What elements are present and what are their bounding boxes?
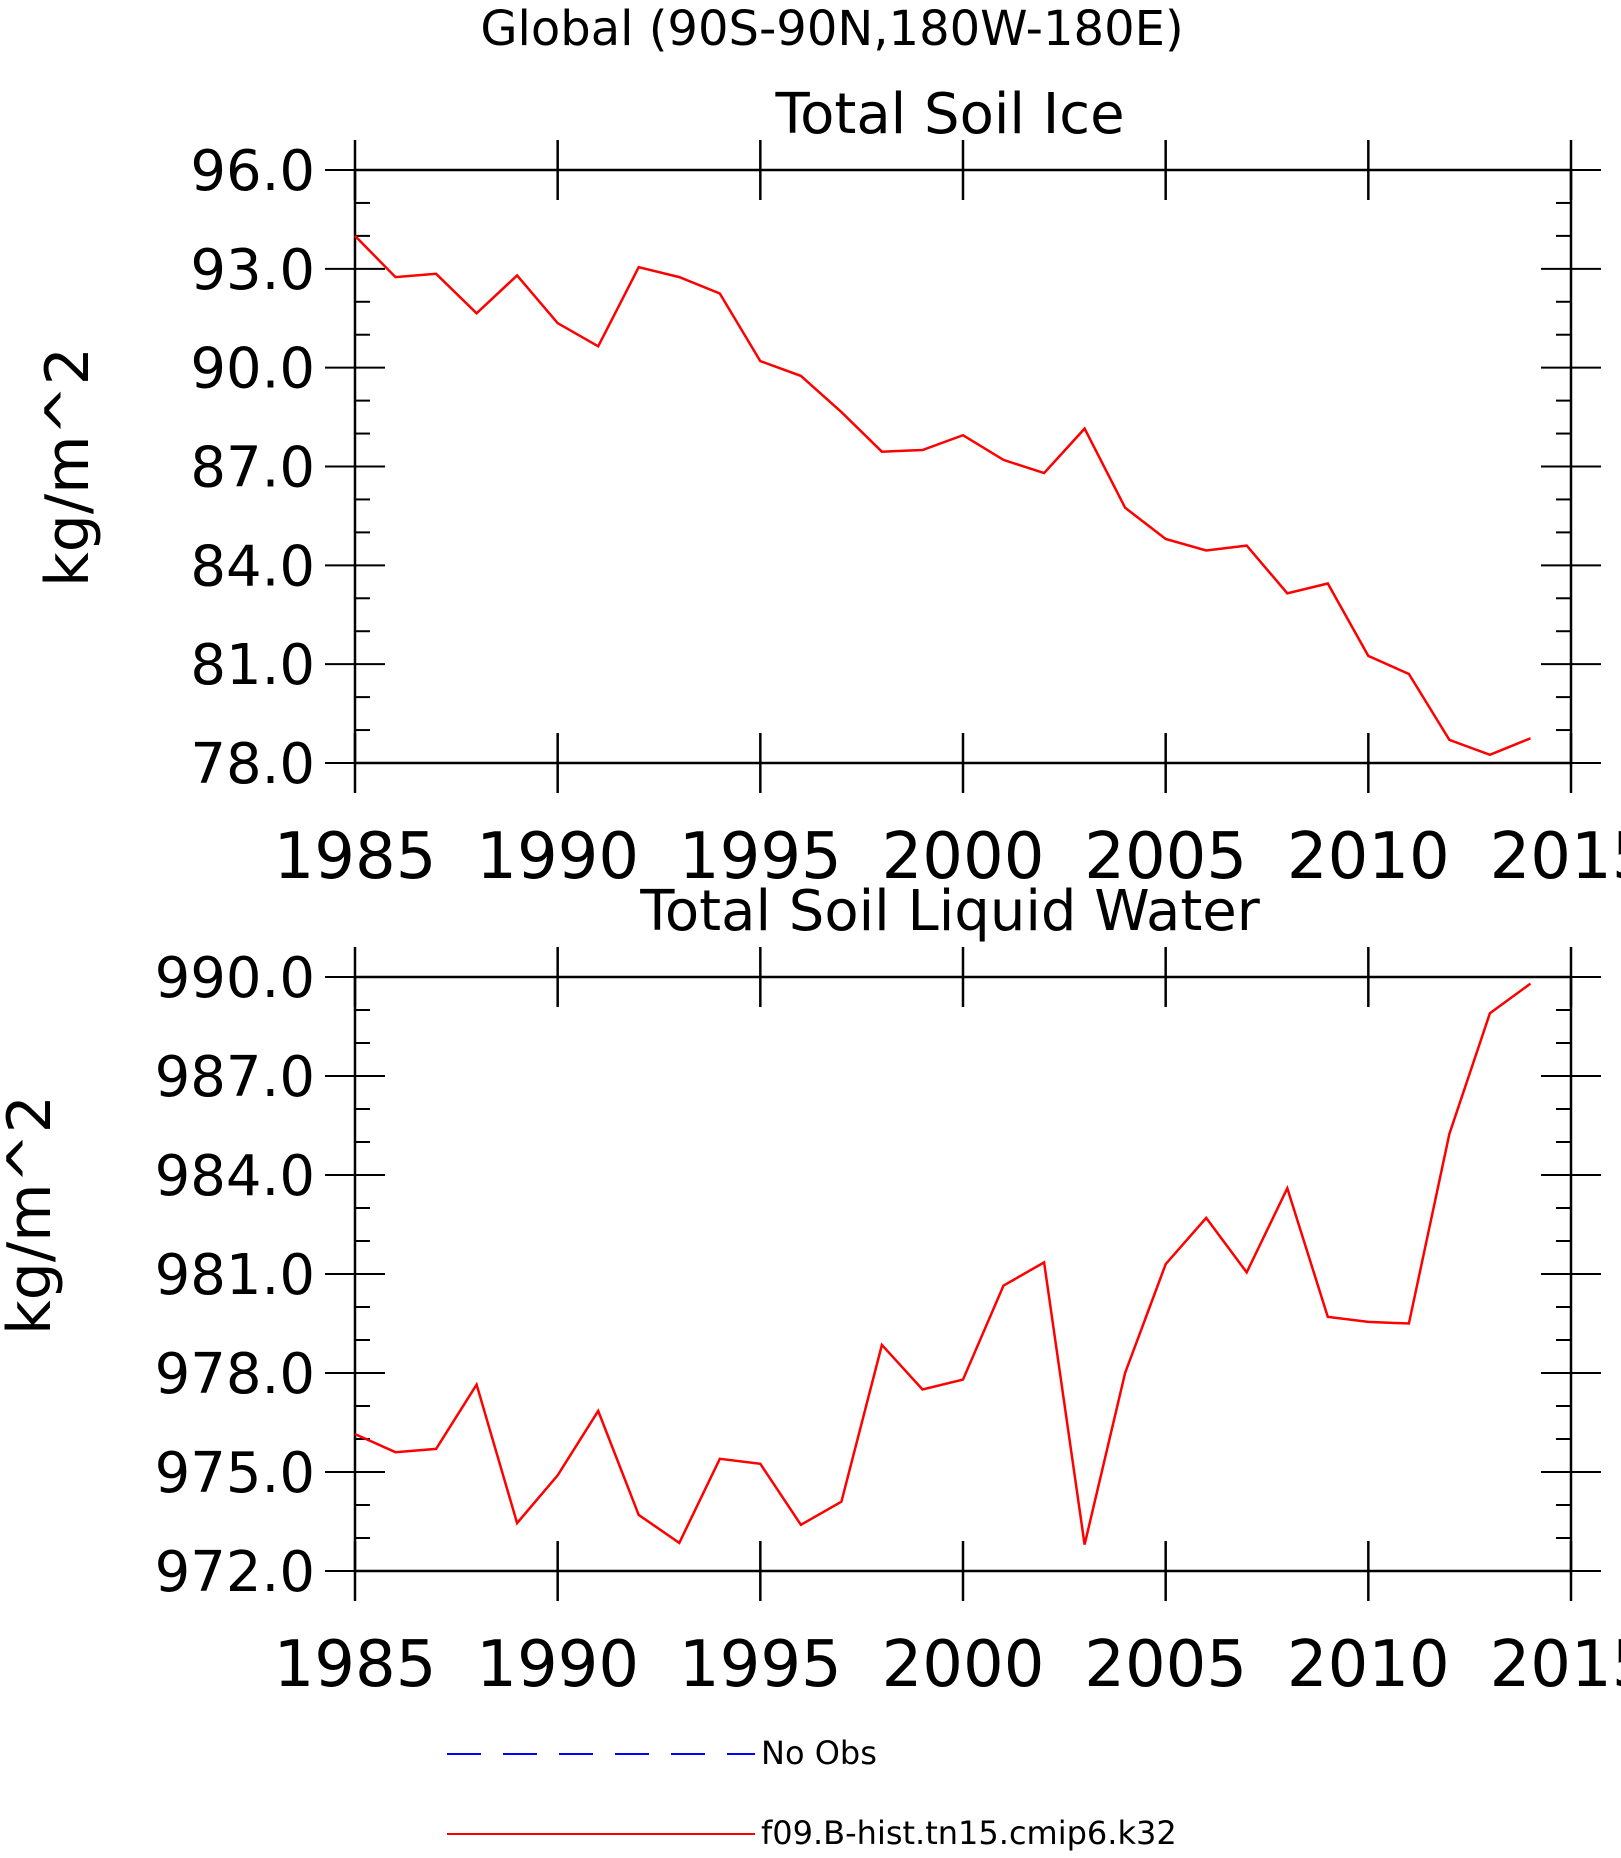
series-line <box>354 235 1531 757</box>
panel-total-soil-ice: Total Soil Ice 78.0 81.0 84.0 87.0 90.0 93.0 9… <box>33 82 1621 894</box>
plot-frame <box>353 975 1573 1573</box>
legend: No Obs f09.B-hist.tn15.cmip6.k32 <box>447 1734 1177 1852</box>
plot-frame <box>353 168 1573 765</box>
y-tick-label: 972.0 <box>155 1540 315 1605</box>
marks-total-soil-liquid-water: 972.0 975.0 978.0 981.0 984.0 987.0 990.0 1985 1… <box>0 946 1621 1702</box>
y-tick-label: 84.0 <box>190 534 315 599</box>
x-tick-label: 2010 <box>1287 820 1450 894</box>
x-tick-label: 1985 <box>274 1628 437 1702</box>
x-tick-label: 2005 <box>1084 1628 1247 1702</box>
x-tick-label: 2015 <box>1490 1628 1621 1702</box>
y-tick-label: 987.0 <box>155 1045 315 1110</box>
x-tick-label: 2010 <box>1287 1628 1450 1702</box>
y-tick-label: 87.0 <box>190 436 315 501</box>
y-tick-label: 990.0 <box>155 946 315 1011</box>
x-tick-label: 1990 <box>476 820 639 894</box>
x-tick-label: 1990 <box>476 1628 639 1702</box>
y-tick-label: 981.0 <box>155 1243 315 1308</box>
panel-title-total-soil-liquid-water: Total Soil Liquid Water <box>639 879 1261 944</box>
y-tick-label: 90.0 <box>190 337 315 402</box>
x-tick-label: 2015 <box>1490 820 1621 894</box>
y-tick-label: 984.0 <box>155 1144 315 1209</box>
x-tick-label: 1995 <box>679 820 842 894</box>
y-tick-label: 93.0 <box>190 238 315 303</box>
x-tick-label: 1985 <box>274 820 437 894</box>
panel-title-total-soil-ice: Total Soil Ice <box>774 82 1124 147</box>
legend-label-model: f09.B-hist.tn15.cmip6.k32 <box>761 1814 1177 1852</box>
panel-total-soil-liquid-water: Total Soil Liquid Water 972.0975.0978.09… <box>0 879 1621 1702</box>
marks-total-soil-ice: 78.0 81.0 84.0 87.0 90.0 93.0 96.0 1985 1990 1995… <box>33 139 1621 894</box>
y-tick-label: 78.0 <box>190 732 315 797</box>
y-tick-label: 96.0 <box>190 139 315 204</box>
x-tick-label: 2000 <box>882 820 1045 894</box>
legend-label-no-obs: No Obs <box>761 1734 877 1772</box>
y-tick-label: 975.0 <box>155 1441 315 1506</box>
y-tick-label: 978.0 <box>155 1342 315 1407</box>
x-tick-label: 2000 <box>882 1628 1045 1702</box>
y-axis-title: kg/m^2 <box>33 347 103 587</box>
series-line <box>354 982 1532 1545</box>
x-tick-label: 2005 <box>1084 820 1247 894</box>
x-tick-label: 1995 <box>679 1628 842 1702</box>
y-tick-label: 81.0 <box>190 633 315 698</box>
figure-title: Global (90S-90N,180W-180E) <box>480 1 1183 57</box>
y-axis-title: kg/m^2 <box>0 1095 65 1335</box>
